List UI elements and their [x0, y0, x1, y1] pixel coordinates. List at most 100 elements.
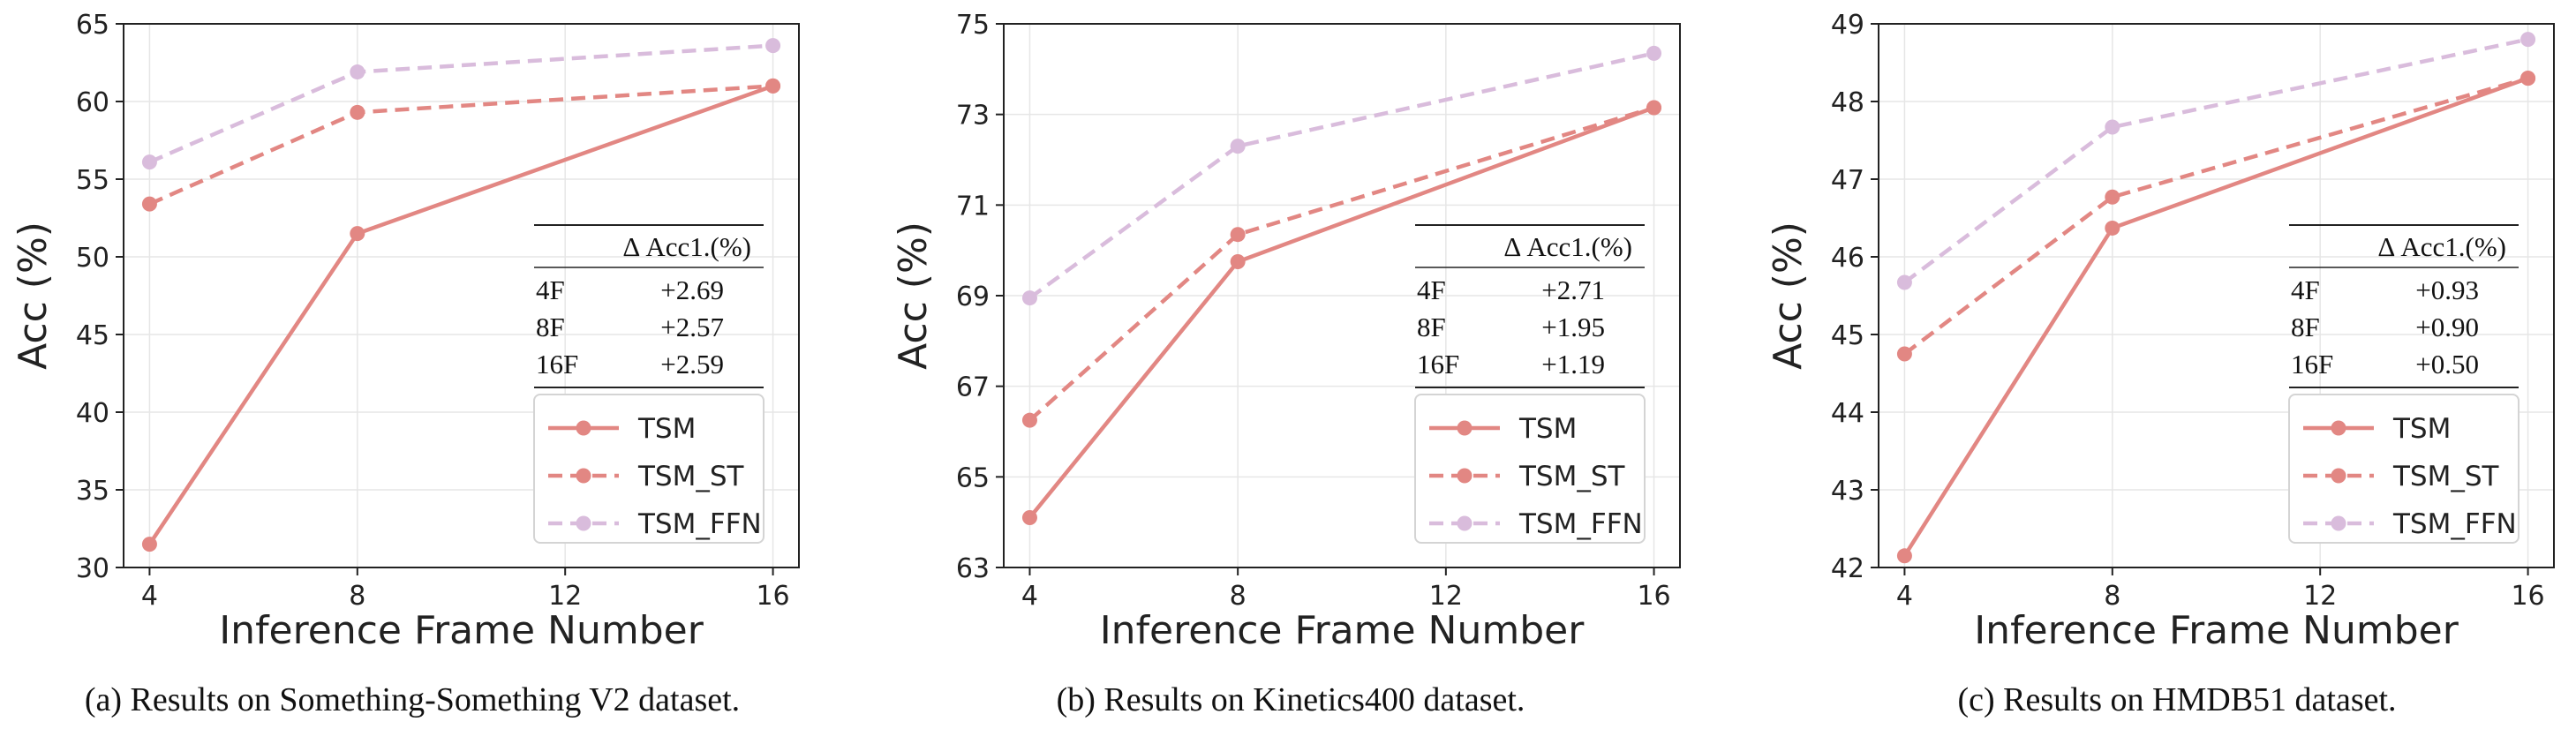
- data-point: [1896, 274, 1912, 290]
- series-tsm-ffn: [1021, 45, 1662, 306]
- delta-table: Δ Acc1.(%) 4F +2.69 8F +2.57 16F +2.59: [534, 224, 764, 388]
- y-tick-label: 30: [76, 553, 109, 584]
- legend-box: [1414, 394, 1646, 544]
- table-frames-cell: 16F: [2291, 349, 2333, 380]
- x-axis-label: Inference Frame Number: [1100, 608, 1585, 653]
- table-delta-cell: +1.95: [1541, 312, 1605, 342]
- table-frames-cell: 8F: [536, 312, 565, 342]
- y-axis-label: Acc (%): [1766, 222, 1811, 370]
- legend-marker: [1457, 420, 1473, 436]
- legend-label: TSM: [637, 413, 696, 445]
- y-tick-label: 73: [956, 101, 990, 132]
- series-tsm: [141, 78, 781, 552]
- data-point: [1646, 45, 1662, 61]
- y-tick-label: 71: [956, 191, 990, 222]
- y-tick-label: 50: [76, 243, 109, 274]
- y-tick-label: 44: [1831, 398, 1864, 429]
- y-tick-label: 47: [1831, 165, 1864, 196]
- legend-marker: [2331, 515, 2346, 531]
- data-point: [1021, 412, 1037, 428]
- table-delta-cell: +2.59: [660, 349, 724, 380]
- y-tick-label: 49: [1831, 10, 1864, 41]
- table-header: Δ Acc1.(%): [2377, 231, 2506, 262]
- legend: TSM TSM_ST TSM_FFN: [1414, 394, 1646, 544]
- table-delta-cell: +2.57: [660, 312, 724, 342]
- data-point: [2520, 71, 2536, 86]
- data-point: [1230, 227, 1246, 243]
- x-tick-label: 16: [1637, 581, 1670, 612]
- data-point: [2105, 220, 2120, 236]
- table-delta-cell: +0.90: [2415, 312, 2479, 342]
- plot-frame: [1878, 23, 2555, 568]
- data-point: [141, 196, 157, 212]
- series-tsm: [1021, 100, 1662, 526]
- x-axis-label: Inference Frame Number: [1974, 608, 2459, 653]
- legend-label: TSM_FFN: [2392, 508, 2517, 540]
- table-frames-cell: 16F: [1417, 349, 1459, 380]
- y-tick-label: 46: [1831, 243, 1864, 274]
- data-point: [2105, 189, 2120, 205]
- delta-table: Δ Acc1.(%) 4F +2.71 8F +1.95 16F +1.19: [1415, 224, 1645, 388]
- y-tick-label: 43: [1831, 476, 1864, 507]
- legend-label: TSM_ST: [637, 461, 745, 492]
- data-point: [1230, 139, 1246, 154]
- chart-panel-2: 4 8 12 16 63 65 67 69 71 73 75 Inference Frame Numb…: [891, 10, 1681, 718]
- y-tick-label: 42: [1831, 553, 1864, 584]
- legend-marker: [1457, 515, 1473, 531]
- data-point: [1646, 100, 1662, 116]
- data-point: [141, 537, 157, 552]
- x-tick-label: 8: [349, 581, 365, 612]
- table-header: Δ Acc1.(%): [1503, 231, 1632, 262]
- legend-label: TSM_FFN: [1518, 508, 1643, 540]
- series-tsm: [1896, 71, 2536, 564]
- legend-label: TSM_ST: [2392, 461, 2500, 492]
- series-tsm-st: [1021, 100, 1662, 428]
- data-point: [1230, 254, 1246, 269]
- table-delta-cell: +2.69: [660, 274, 724, 305]
- data-point: [1896, 548, 1912, 564]
- x-tick-label: 4: [141, 581, 158, 612]
- legend-label: TSM: [2392, 413, 2451, 445]
- table-frames-cell: 8F: [2291, 312, 2320, 342]
- data-point: [1021, 510, 1037, 526]
- x-tick-label: 4: [1896, 581, 1913, 612]
- panel-caption: (b) Results on Kinetics400 dataset.: [1057, 681, 1525, 718]
- legend-marker: [2331, 468, 2346, 484]
- legend-label: TSM_ST: [1518, 461, 1626, 492]
- legend-label: TSM: [1518, 413, 1577, 445]
- y-tick-label: 65: [76, 10, 109, 41]
- data-point: [1896, 346, 1912, 362]
- y-tick-label: 35: [76, 476, 109, 507]
- x-tick-label: 4: [1021, 581, 1038, 612]
- y-tick-label: 55: [76, 165, 109, 196]
- legend-marker: [576, 420, 591, 436]
- legend-label: TSM_FFN: [637, 508, 762, 540]
- data-point: [350, 104, 365, 120]
- legend-marker: [576, 515, 591, 531]
- x-tick-label: 12: [2303, 581, 2337, 612]
- delta-table: Δ Acc1.(%) 4F +0.93 8F +0.90 16F +0.50: [2289, 224, 2519, 388]
- series-line: [1028, 51, 1655, 300]
- series-tsm-ffn: [1896, 32, 2536, 290]
- table-delta-cell: +1.19: [1541, 349, 1605, 380]
- x-tick-label: 16: [756, 581, 789, 612]
- panel-caption: (a) Results on Something-Something V2 da…: [85, 681, 740, 718]
- table-frames-cell: 8F: [1417, 312, 1446, 342]
- y-tick-label: 63: [956, 553, 990, 584]
- table-frames-cell: 4F: [1417, 274, 1446, 305]
- data-point: [2105, 119, 2120, 135]
- panel-caption: (c) Results on HMDB51 dataset.: [1957, 681, 2396, 718]
- table-frames-cell: 4F: [2291, 274, 2320, 305]
- y-tick-label: 40: [76, 398, 109, 429]
- y-axis-label: Acc (%): [11, 222, 56, 370]
- legend-box: [2288, 394, 2520, 544]
- series-line: [1903, 37, 2529, 284]
- y-tick-label: 60: [76, 87, 109, 118]
- y-tick-label: 65: [956, 462, 990, 493]
- plot-frame: [1003, 23, 1681, 568]
- y-tick-label: 75: [956, 10, 990, 41]
- data-point: [141, 154, 157, 170]
- chart-panel-1: 4 8 12 16 30 35 40 45 50 55 60 65 Inference Frame Nu…: [11, 10, 800, 718]
- y-tick-label: 69: [956, 282, 990, 312]
